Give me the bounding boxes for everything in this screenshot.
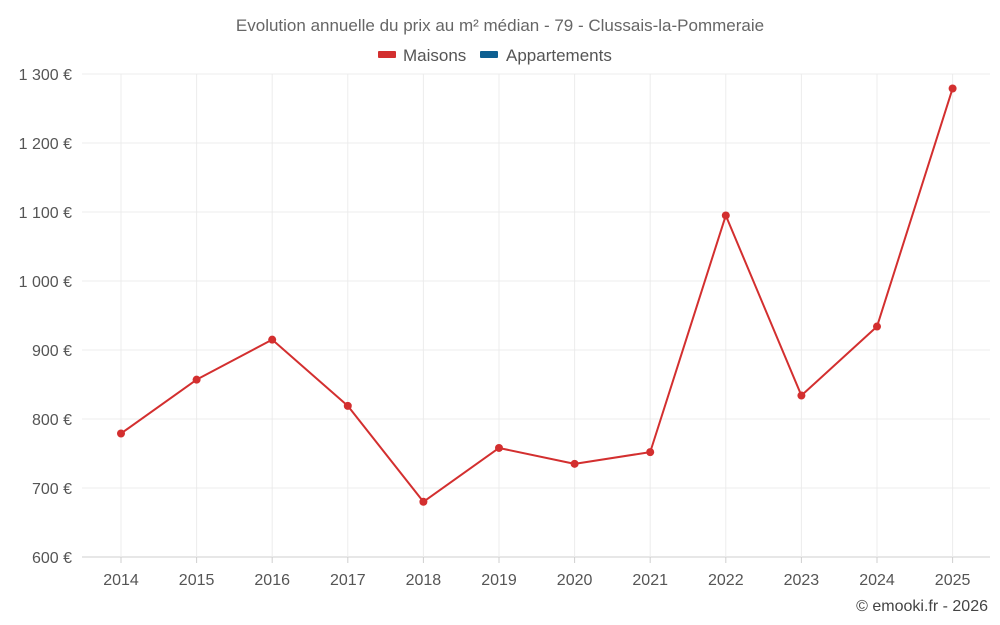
series-line-maisons xyxy=(120,88,954,503)
axes: 600 € 700 € 800 € 900 € 1 000 € 1 100 € 1 200 … xyxy=(19,67,971,589)
x-tick-label: 2014 xyxy=(103,572,139,589)
y-tick-label: 800 € xyxy=(32,412,72,429)
data-point-maisons[interactable] xyxy=(419,497,428,506)
data-point-maisons[interactable] xyxy=(646,448,655,457)
data-point-maisons[interactable] xyxy=(268,335,277,344)
legend: Maisons Appartements xyxy=(378,46,612,65)
x-tick-label: 2016 xyxy=(254,572,290,589)
y-tick-label: 1 100 € xyxy=(19,205,72,222)
legend-swatch-appartements xyxy=(480,51,498,58)
data-point-maisons[interactable] xyxy=(948,84,957,93)
x-tick-label: 2021 xyxy=(632,572,668,589)
legend-item-maisons[interactable]: Maisons xyxy=(378,46,466,65)
x-tick-label: 2025 xyxy=(935,572,971,589)
y-tick-label: 900 € xyxy=(32,343,72,360)
grid xyxy=(82,73,990,558)
series-layer xyxy=(117,84,957,506)
y-tick-label: 1 300 € xyxy=(19,67,72,84)
x-tick-label: 2022 xyxy=(708,572,744,589)
legend-label-maisons: Maisons xyxy=(403,46,466,65)
x-tick-label: 2018 xyxy=(406,572,442,589)
x-tick-label: 2024 xyxy=(859,572,895,589)
y-tick-label: 1 200 € xyxy=(19,136,72,153)
credit-text: © emooki.fr - 2026 xyxy=(856,598,988,615)
data-point-maisons[interactable] xyxy=(192,375,201,384)
y-tick-label: 1 000 € xyxy=(19,274,72,291)
y-tick-label: 700 € xyxy=(32,481,72,498)
legend-swatch-maisons xyxy=(378,51,396,58)
x-tick-label: 2023 xyxy=(784,572,820,589)
data-point-maisons[interactable] xyxy=(797,391,806,400)
data-point-maisons[interactable] xyxy=(117,429,125,438)
data-point-maisons[interactable] xyxy=(343,401,352,410)
legend-label-appartements: Appartements xyxy=(506,46,612,65)
x-tick-label: 2019 xyxy=(481,572,517,589)
x-tick-label: 2020 xyxy=(557,572,593,589)
chart-title: Evolution annuelle du prix au m² médian … xyxy=(236,16,764,35)
data-point-maisons[interactable] xyxy=(570,459,579,468)
data-point-maisons[interactable] xyxy=(721,211,730,220)
data-point-maisons[interactable] xyxy=(495,443,503,452)
x-tick-label: 2015 xyxy=(179,572,215,589)
data-point-maisons[interactable] xyxy=(873,322,881,331)
legend-item-appartements[interactable]: Appartements xyxy=(480,46,612,65)
y-tick-label: 600 € xyxy=(32,550,72,567)
x-tick-label: 2017 xyxy=(330,572,366,589)
